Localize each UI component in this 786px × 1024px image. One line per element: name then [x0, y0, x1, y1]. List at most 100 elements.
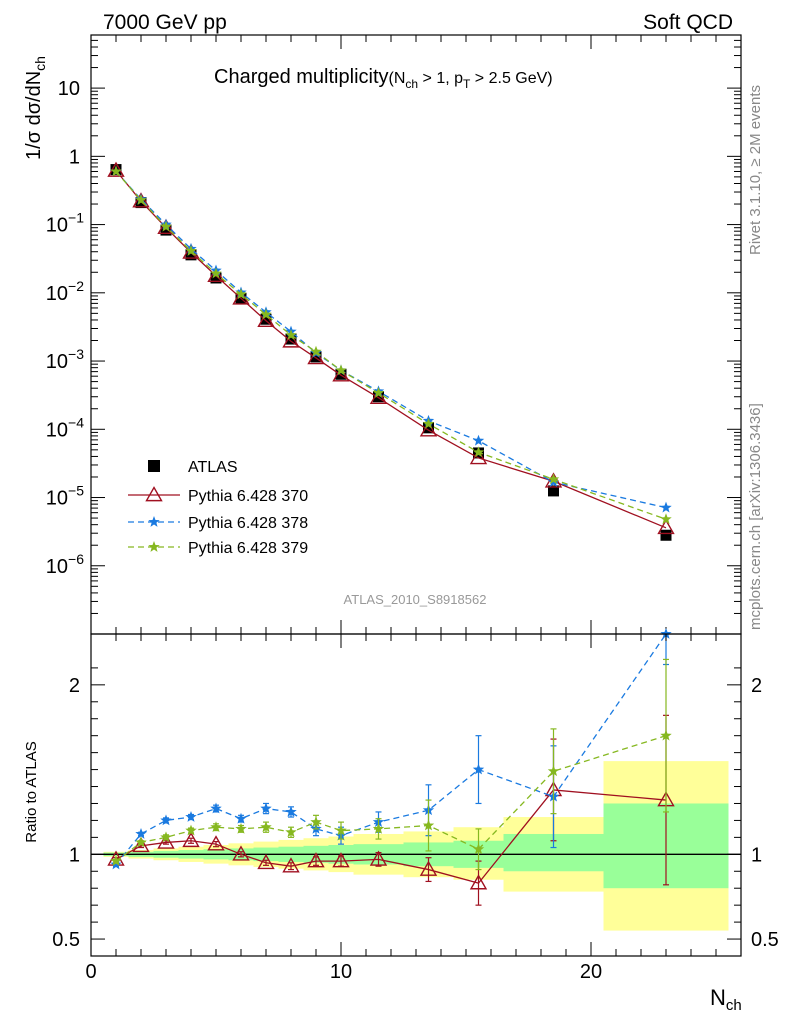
series-point-1: [207, 266, 225, 283]
series-point-3: [285, 329, 297, 340]
ratio-point-3: [472, 843, 485, 855]
ratio-ytick-label-right: 0.5: [751, 929, 779, 951]
energy-label: 7000 GeV pp: [103, 11, 227, 34]
main-panel: 10 1 10−1 10−2 10−3 10−4 10−5 10−6 ATLAS Pythia 6…: [46, 34, 742, 635]
ratio-ytick-label-right: 2: [751, 675, 762, 697]
ratio-point-3: [210, 821, 222, 833]
ratio-point-1: [207, 835, 225, 851]
analysis-tag: ATLAS_2010_S8918562: [344, 592, 487, 607]
chart-title: Charged multiplicity(Nch > 1, pT > 2.5 G…: [214, 66, 553, 91]
data-point: [310, 351, 322, 363]
series-point-1: [332, 366, 350, 382]
main-ytick-label: 10: [58, 78, 80, 100]
legend-label-1: Pythia 6.428 370: [188, 488, 308, 505]
ratio-point-3: [260, 821, 272, 833]
main-ytick-label: 10−2: [46, 278, 84, 305]
series-point-3: [185, 245, 197, 256]
ratio-point-1: [282, 857, 300, 873]
ratio-point-1: [332, 852, 350, 868]
ratio-point-1: [182, 831, 200, 848]
ratio-ytick-label: 0.5: [52, 929, 80, 951]
ratio-panel: 0.5 0.51 12 20 10 20: [52, 628, 779, 983]
legend-label-2: Pythia 6.428 378: [188, 515, 308, 532]
main-ytick-label: 10−6: [46, 551, 84, 578]
ratio-y-axis-label: Ratio to ATLAS: [23, 741, 40, 842]
series-point-3: [135, 194, 147, 205]
legend-marker-data: [148, 460, 160, 472]
series-point-1: [157, 218, 175, 235]
data-point: [423, 422, 434, 434]
mcplots-label: mcplots.cern.ch [arXiv:1306.3436]: [747, 403, 764, 630]
data-point: [548, 485, 559, 497]
ratio-point-1: [157, 833, 175, 849]
ratio-point-2: [185, 811, 197, 822]
ratio-point-3: [660, 729, 672, 741]
main-ytick-label: 1: [69, 146, 80, 168]
ratio-point-3: [160, 831, 172, 843]
ratio-point-3: [110, 855, 122, 866]
ratio-point-1: [369, 850, 388, 866]
ratio-point-3: [235, 822, 247, 834]
ratio-point-1: [257, 853, 275, 870]
series-point-1: [307, 349, 325, 365]
data-point: [260, 313, 272, 325]
ratio-point-3: [310, 816, 322, 827]
series-line-1: [115, 170, 667, 529]
legend-marker-3: [148, 541, 160, 552]
ratio-point-1: [132, 836, 150, 853]
ratio-point-2: [210, 802, 222, 814]
series-point-1: [369, 388, 388, 405]
x-axis-label: Nch: [710, 985, 742, 1014]
ratio-point-3: [335, 824, 347, 836]
series-point-1: [282, 332, 300, 348]
xtick-label: 0: [85, 961, 96, 983]
legend-marker-2: [148, 516, 160, 527]
ratio-point-2: [135, 827, 147, 839]
data-point: [660, 529, 672, 541]
ratio-point-1: [419, 860, 438, 876]
main-y-axis-label: 1/σ dσ/dNch: [23, 56, 48, 160]
ratio-point-1: [232, 845, 250, 861]
ratio-point-3: [372, 822, 385, 834]
ratio-point-2: [285, 805, 297, 817]
ratio-point-3: [285, 826, 297, 838]
data-point: [285, 333, 297, 345]
chart-titles: Charged multiplicity(Nch > 1, pT > 2.5 G…: [23, 56, 742, 1014]
series-point-1: [132, 192, 150, 208]
rivet-label-group: Rivet 3.1.10, ≥ 2M events: [747, 85, 764, 255]
ratio-point-1: [307, 852, 325, 868]
xtick-label: 20: [580, 961, 602, 983]
series-point-3: [310, 345, 322, 357]
rivet-version-label: Rivet 3.1.10, ≥ 2M events: [747, 85, 764, 255]
ratio-point-3: [422, 819, 435, 831]
ratio-ytick-label: 2: [69, 675, 80, 697]
legend-label-3: Pythia 6.428 379: [188, 540, 308, 557]
ratio-point-3: [185, 824, 197, 836]
ratio-ytick-label: 1: [69, 844, 80, 866]
ratio-ytick-label-right: 1: [751, 844, 762, 866]
series-point-3: [260, 308, 272, 320]
series-point-2: [472, 434, 485, 446]
data-point: [373, 391, 384, 403]
series-point-2: [660, 501, 672, 513]
ratio-point-2: [235, 812, 247, 824]
ratio-point-2: [260, 802, 272, 814]
ratio-point-2: [472, 763, 485, 775]
series-point-3: [335, 364, 347, 376]
process-label: Soft QCD: [643, 11, 733, 34]
legend-label-data: ATLAS: [188, 459, 238, 476]
data-point: [210, 272, 222, 284]
series-point-3: [422, 417, 435, 429]
data-point: [335, 368, 347, 380]
series-point-1: [257, 311, 275, 328]
series-point-1: [657, 518, 675, 535]
data-point: [160, 224, 172, 236]
ratio-point-3: [547, 765, 560, 777]
ratio-point-1: [469, 874, 488, 890]
series-point-3: [372, 387, 385, 398]
legend-marker-1: [145, 486, 163, 502]
mcplots-label-group: mcplots.cern.ch [arXiv:1306.3436]: [747, 403, 764, 630]
series-point-3: [472, 446, 485, 458]
series-line-2: [115, 171, 667, 509]
